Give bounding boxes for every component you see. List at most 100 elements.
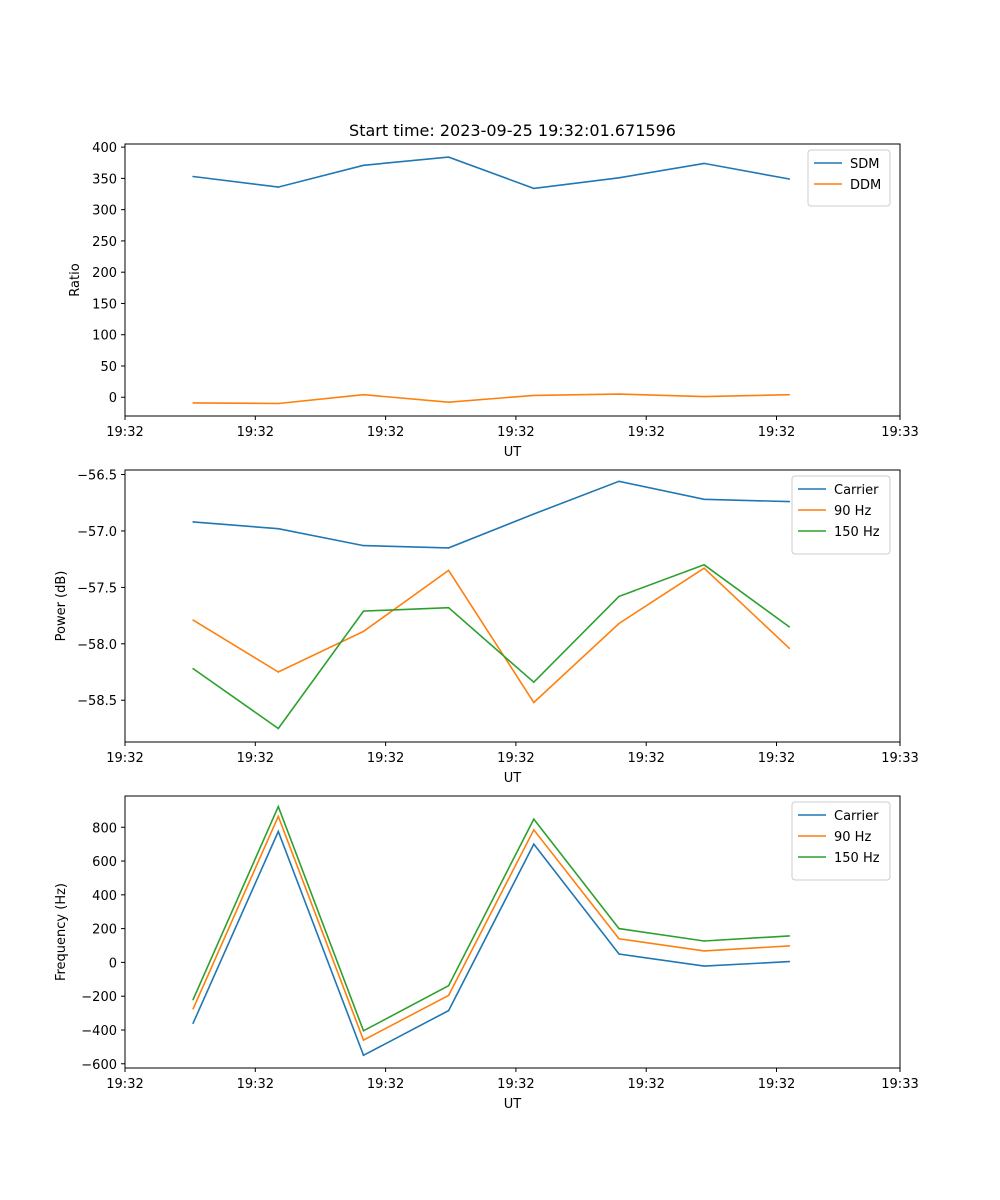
y-tick-label: 250 bbox=[92, 235, 117, 250]
data-point-90-hz bbox=[703, 950, 705, 952]
data-point-carrier bbox=[703, 965, 705, 967]
legend-box bbox=[807, 149, 891, 207]
legend-box bbox=[791, 475, 891, 555]
data-point-90-hz bbox=[788, 945, 791, 947]
data-point-90-hz bbox=[362, 630, 365, 633]
data-point-150-hz bbox=[703, 564, 705, 566]
data-point-90-hz bbox=[447, 569, 450, 572]
legend-label: 90 Hz bbox=[834, 830, 871, 845]
y-axis-label: Frequency (Hz) bbox=[54, 883, 69, 981]
data-point-150-hz bbox=[703, 940, 705, 942]
data-point-sdm bbox=[192, 175, 194, 178]
x-tick-label: 19:32 bbox=[106, 1077, 143, 1092]
y-tick-label: 200 bbox=[92, 923, 117, 938]
x-axis-label: UT bbox=[504, 771, 522, 786]
y-tick-label: −57.5 bbox=[77, 581, 117, 596]
data-point-carrier bbox=[532, 843, 535, 845]
data-point-carrier bbox=[618, 953, 620, 955]
legend: Carrier 90 Hz 150 Hz bbox=[791, 801, 891, 881]
series-line-carrier bbox=[192, 829, 790, 1057]
data-point-sdm bbox=[362, 164, 365, 167]
data-point-carrier bbox=[447, 547, 450, 549]
series-line-150-hz bbox=[192, 563, 790, 730]
data-point-carrier bbox=[277, 830, 280, 833]
x-tick-label: 19:32 bbox=[367, 1077, 404, 1092]
x-tick-label: 19:32 bbox=[106, 751, 143, 766]
data-point-150-hz bbox=[532, 681, 535, 683]
data-point-150-hz bbox=[532, 818, 535, 820]
y-tick-label: 50 bbox=[100, 360, 117, 375]
data-point-150-hz bbox=[277, 805, 280, 808]
data-point-carrier bbox=[447, 1009, 450, 1012]
data-point-carrier bbox=[788, 960, 791, 963]
data-point-150-hz bbox=[192, 667, 194, 670]
data-point-ddm bbox=[618, 393, 620, 395]
data-point-90-hz bbox=[703, 567, 705, 569]
data-point-ddm bbox=[447, 401, 450, 404]
data-point-150-hz bbox=[618, 927, 620, 930]
legend-label: Carrier bbox=[834, 809, 879, 824]
x-tick-label: 19:32 bbox=[497, 1077, 534, 1092]
x-tick-label: 19:32 bbox=[106, 425, 143, 440]
chart-panel-2: 19:32 19:32 19:32 19:32 19:32 19:32 19:33 −58.5… bbox=[54, 469, 919, 786]
x-axis-label: UT bbox=[504, 1097, 522, 1112]
x-tick-label: 19:32 bbox=[367, 751, 404, 766]
axes-frame bbox=[124, 143, 901, 417]
y-tick-label: −57.0 bbox=[77, 525, 117, 540]
data-point-ddm bbox=[192, 402, 194, 404]
y-tick-label: 400 bbox=[92, 141, 117, 156]
data-point-150-hz bbox=[447, 606, 450, 609]
x-tick-label: 19:32 bbox=[497, 751, 534, 766]
data-point-150-hz bbox=[362, 610, 365, 612]
series-line-150-hz bbox=[192, 804, 790, 1032]
axes-frame bbox=[124, 469, 901, 743]
series-line-ddm bbox=[193, 393, 790, 405]
y-tick-label: −58.5 bbox=[77, 694, 117, 709]
data-point-ddm bbox=[703, 395, 705, 398]
x-tick-label: 19:32 bbox=[758, 1077, 795, 1092]
x-tick-label: 19:33 bbox=[881, 751, 918, 766]
y-tick-label: −58.0 bbox=[77, 638, 117, 653]
data-point-ddm bbox=[788, 393, 791, 396]
data-point-90-hz bbox=[192, 619, 194, 621]
y-tick-label: 800 bbox=[92, 821, 117, 836]
data-point-carrier bbox=[192, 521, 194, 523]
series-line-carrier bbox=[193, 480, 790, 549]
data-point-carrier bbox=[362, 544, 365, 547]
y-tick-label: 0 bbox=[109, 956, 117, 971]
data-point-ddm bbox=[532, 394, 535, 397]
x-tick-label: 19:32 bbox=[627, 751, 664, 766]
legend-label: DDM bbox=[850, 178, 881, 193]
series-line-90-hz bbox=[192, 567, 790, 704]
y-tick-label: 350 bbox=[92, 172, 117, 187]
x-tick-label: 19:32 bbox=[627, 1077, 664, 1092]
x-tick-label: 19:32 bbox=[237, 1077, 274, 1092]
data-point-ddm bbox=[277, 402, 280, 405]
data-point-150-hz bbox=[192, 998, 194, 1001]
data-point-150-hz bbox=[788, 626, 791, 628]
x-tick-label: 19:32 bbox=[367, 425, 404, 440]
x-tick-label: 19:32 bbox=[497, 425, 534, 440]
data-point-carrier bbox=[532, 513, 535, 515]
x-tick-label: 19:33 bbox=[881, 1077, 918, 1092]
x-tick-label: 19:33 bbox=[881, 425, 918, 440]
x-tick-label: 19:32 bbox=[237, 425, 274, 440]
data-point-90-hz bbox=[277, 671, 280, 673]
y-tick-label: 150 bbox=[92, 297, 117, 312]
series-line-sdm bbox=[193, 156, 790, 190]
data-point-150-hz bbox=[618, 595, 620, 598]
y-axis-label: Ratio bbox=[68, 263, 83, 296]
data-point-150-hz bbox=[362, 1030, 365, 1032]
y-tick-label: −400 bbox=[81, 1024, 117, 1039]
y-axis-label: Power (dB) bbox=[54, 571, 69, 642]
data-point-90-hz bbox=[192, 1008, 194, 1010]
y-tick-label: 600 bbox=[92, 855, 117, 870]
data-point-90-hz bbox=[618, 622, 620, 625]
chart-panel-1: Start time: 2023-09-25 19:32:01.671596 19… bbox=[68, 121, 919, 460]
x-axis-label: UT bbox=[504, 445, 522, 460]
axes-frame bbox=[124, 795, 901, 1069]
y-tick-label: 200 bbox=[92, 266, 117, 281]
x-tick-label: 19:32 bbox=[627, 425, 664, 440]
series-line-90-hz bbox=[192, 814, 790, 1042]
data-point-sdm bbox=[277, 186, 280, 188]
